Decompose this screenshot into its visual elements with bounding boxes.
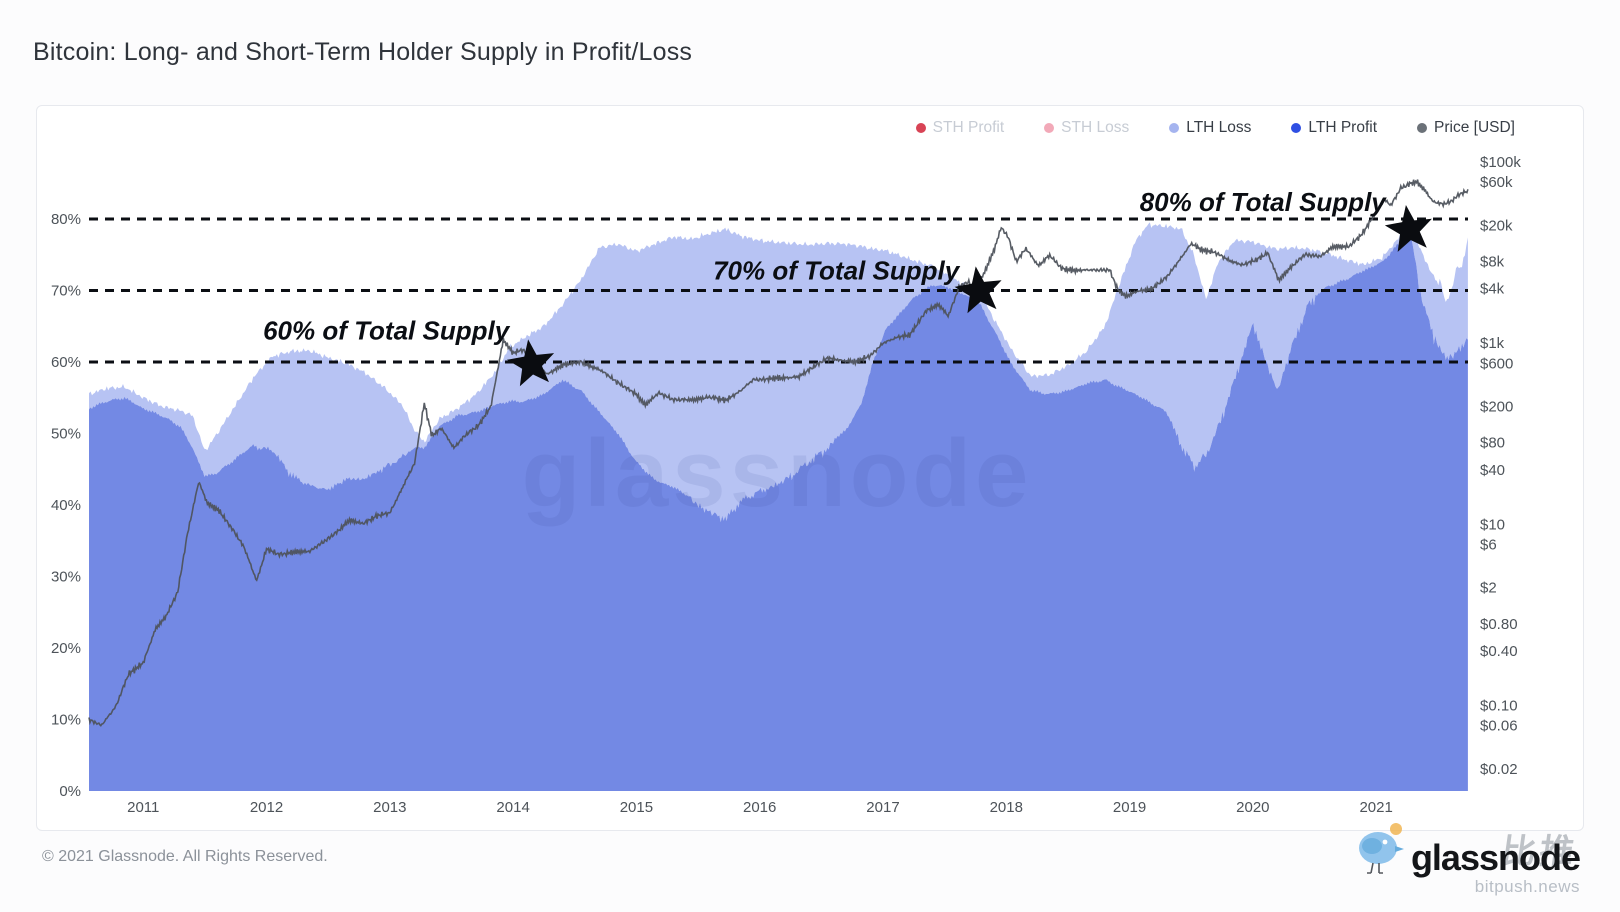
glassnode-watermark: glassnode (522, 420, 1033, 527)
y-axis-label-20pct: 20% (51, 640, 81, 657)
page-title: Bitcoin: Long- and Short-Term Holder Sup… (33, 38, 693, 66)
x-axis-label-2015: 2015 (620, 799, 653, 816)
x-axis-label-2018: 2018 (990, 799, 1023, 816)
y-axis-label-40pct: 40% (51, 497, 81, 514)
legend-label: LTH Profit (1308, 119, 1378, 136)
legend: STH Profit STH Loss LTH Loss LTH Profit Pric… (915, 119, 1515, 137)
legend-dot (1291, 123, 1302, 133)
legend-item-sth-loss[interactable]: STH Loss (1044, 119, 1129, 137)
price-axis-label-4k: $4k (1480, 281, 1505, 298)
price-axis-label-002: $0.02 (1480, 761, 1518, 778)
price-axis-label-40: $40 (1480, 462, 1505, 479)
star-60 (506, 339, 555, 387)
x-axis-label-2017: 2017 (866, 799, 899, 816)
x-axis-label-2013: 2013 (373, 799, 406, 816)
bitpush-bird-logo (1352, 822, 1410, 881)
price-axis-label-6: $6 (1480, 536, 1497, 553)
x-axis-label-2020: 2020 (1236, 799, 1269, 816)
legend-item-lth-loss[interactable]: LTH Loss (1169, 119, 1251, 137)
y-axis-label-10pct: 10% (51, 712, 81, 729)
legend-item-sth-profit[interactable]: STH Profit (915, 119, 1005, 137)
glassnode-wordmark: glassnode (1410, 837, 1581, 878)
legend-label: STH Loss (1061, 119, 1130, 136)
y-axis-label-80pct: 80% (51, 211, 81, 228)
annotation-70: 70% of Total Supply (713, 255, 961, 285)
legend-label: STH Profit (932, 119, 1005, 136)
chart-canvas: glassnode 60% of Total Supply 70% of Total… (51, 154, 1521, 816)
star-80 (1384, 204, 1432, 252)
x-axis-label-2019: 2019 (1113, 799, 1146, 816)
price-axis-label-010: $0.10 (1480, 698, 1518, 715)
price-axis-label-600: $600 (1480, 355, 1513, 372)
bitpush-news-watermark: bitpush.news (1474, 877, 1580, 896)
x-axis-label-2016: 2016 (743, 799, 776, 816)
x-axis-label-2021: 2021 (1359, 799, 1392, 816)
copyright-text: © 2021 Glassnode. All Rights Reserved. (42, 848, 328, 865)
footer: © 2021 Glassnode. All Rights Reserved. 比… (36, 823, 1584, 910)
price-axis-label-200: $200 (1480, 399, 1513, 416)
annotation-60: 60% of Total Supply (263, 316, 511, 346)
y-axis-label-70pct: 70% (51, 283, 81, 300)
legend-item-price-usd-[interactable]: Price [USD] (1417, 119, 1515, 137)
price-axis-label-60k: $60k (1480, 174, 1513, 191)
price-axis-label-80: $80 (1480, 435, 1505, 452)
y-axis-label-60pct: 60% (51, 354, 81, 371)
price-axis-label-040: $0.40 (1480, 643, 1518, 660)
legend-dot (1417, 123, 1428, 133)
lth-profit-area (89, 234, 1468, 791)
legend-label: LTH Loss (1186, 119, 1252, 136)
legend-dot (1044, 123, 1055, 133)
lth-loss-area (89, 222, 1468, 523)
legend-dot (1169, 123, 1180, 133)
star-70 (954, 266, 1002, 314)
legend-item-lth-profit[interactable]: LTH Profit (1291, 119, 1377, 137)
price-axis-label-006: $0.06 (1480, 718, 1518, 735)
brand-block: 比推 glassnode bitpush.news (1320, 823, 1584, 910)
legend-dot (915, 123, 926, 133)
price-axis-label-10: $10 (1480, 516, 1505, 533)
annotation-80: 80% of Total Supply (1140, 187, 1388, 217)
price-line (88, 179, 1469, 727)
price-axis-label-2: $2 (1480, 580, 1497, 597)
y-axis-label-0pct: 0% (59, 783, 81, 800)
x-axis-label-2014: 2014 (496, 799, 529, 816)
chart-card: STH Profit STH Loss LTH Loss LTH Profit Pric… (36, 105, 1584, 831)
x-axis-label-2012: 2012 (250, 799, 283, 816)
price-axis-label-080: $0.80 (1480, 616, 1518, 633)
y-axis-label-30pct: 30% (51, 569, 81, 586)
x-axis-label-2011: 2011 (127, 799, 159, 816)
price-axis-label-8k: $8k (1480, 253, 1505, 270)
legend-label: Price [USD] (1434, 119, 1515, 136)
y-axis-label-50pct: 50% (51, 426, 81, 443)
price-axis-label-20k: $20k (1480, 217, 1513, 234)
price-axis-label-1k: $1k (1480, 335, 1505, 352)
price-axis-label-100k: $100k (1480, 154, 1521, 171)
